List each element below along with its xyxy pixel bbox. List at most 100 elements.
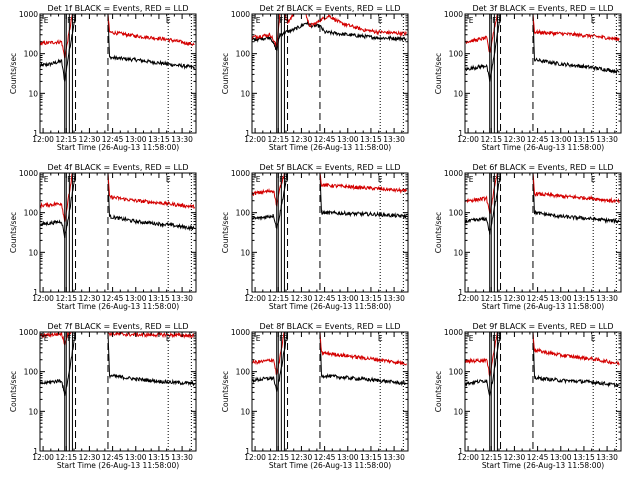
plot-area (465, 332, 620, 398)
x-tick-label: 12:15 (480, 453, 502, 462)
y-tick-label: 10 (453, 248, 463, 257)
x-tick-label: 12:15 (55, 294, 77, 303)
y-axis-label: Counts/sec (221, 53, 230, 94)
series-line-lld (40, 332, 195, 346)
y-tick-label: 10 (28, 407, 38, 416)
y-axis-label: Counts/sec (434, 212, 443, 253)
y-tick-label: 10 (453, 89, 463, 98)
series-line-lld (465, 173, 620, 214)
event-marker-label: E (256, 16, 261, 25)
x-tick-label: 12:30 (291, 294, 313, 303)
plot-area (252, 332, 407, 392)
x-tick-label: 13:30 (171, 135, 193, 144)
x-axis-label: Start Time (26-Aug-13 11:58:00) (57, 302, 179, 311)
chart-title: Det 9f BLACK = Events, RED = LLD (472, 322, 613, 331)
event-marker-label: S (497, 175, 502, 184)
x-tick-label: 13:15 (360, 135, 382, 144)
chart-title: Det 7f BLACK = Events, RED = LLD (47, 322, 188, 331)
series-line-events (465, 173, 620, 235)
event-marker-label: S (72, 175, 77, 184)
plot-frame (251, 172, 409, 293)
x-axis-label: Start Time (26-Aug-13 11:58:00) (57, 143, 179, 152)
x-tick-label: 12:00 (457, 294, 479, 303)
x-tick-label: 12:30 (79, 294, 101, 303)
event-marker-label: E (166, 16, 171, 25)
event-marker-label: E (591, 16, 596, 25)
x-tick-label: 12:00 (457, 453, 479, 462)
event-marker-label: S (72, 16, 77, 25)
y-tick-label: 1000 (19, 328, 38, 337)
y-tick-label: 10 (240, 89, 250, 98)
series-line-lld (465, 332, 620, 377)
y-tick-label: 1 (458, 288, 463, 297)
y-tick-label: 100 (236, 209, 251, 218)
y-tick-label: 100 (449, 368, 464, 377)
event-marker-label: E (44, 175, 49, 184)
x-tick-label: 13:00 (337, 453, 359, 462)
x-tick-label: 12:15 (267, 135, 289, 144)
x-tick-label: 12:45 (527, 135, 549, 144)
plot-frame (39, 13, 197, 134)
y-tick-label: 1 (458, 129, 463, 138)
x-tick-label: 12:00 (32, 135, 54, 144)
y-axis-label: Counts/sec (9, 371, 18, 412)
series-line-events (40, 14, 195, 83)
x-tick-label: 13:30 (596, 453, 618, 462)
x-tick-label: 12:15 (267, 453, 289, 462)
chart-panel: Det 6f BLACK = Events, RED = LLD E F S E 1 10 1… (434, 163, 622, 311)
x-tick-label: 12:45 (102, 294, 124, 303)
y-tick-label: 1000 (231, 328, 250, 337)
plot-area (40, 332, 195, 397)
event-marker-label: E (378, 16, 383, 25)
x-axis-label: Start Time (26-Aug-13 11:58:00) (482, 143, 604, 152)
event-marker-label: E (591, 175, 596, 184)
y-tick-label: 1 (458, 447, 463, 456)
event-marker-label: F (492, 175, 496, 184)
y-tick-label: 1 (33, 288, 38, 297)
y-axis-label: Counts/sec (9, 212, 18, 253)
chart-panel: Det 9f BLACK = Events, RED = LLD E F S E 1 10 1… (434, 322, 622, 470)
x-tick-label: 13:00 (125, 294, 147, 303)
series-line-lld (252, 173, 407, 208)
x-tick-label: 13:30 (596, 135, 618, 144)
x-tick-label: 13:15 (573, 294, 595, 303)
x-tick-label: 13:00 (337, 294, 359, 303)
plot-area (465, 173, 620, 235)
x-tick-label: 12:45 (102, 453, 124, 462)
x-tick-label: 12:15 (480, 135, 502, 144)
x-tick-label: 12:45 (314, 135, 336, 144)
series-line-lld (465, 14, 620, 53)
x-tick-label: 13:30 (596, 294, 618, 303)
event-marker-label: E (256, 175, 261, 184)
x-tick-label: 13:15 (573, 453, 595, 462)
x-tick-label: 13:00 (550, 294, 572, 303)
event-marker-label: F (67, 175, 71, 184)
plot-frame (464, 172, 622, 293)
event-marker-label: F (279, 16, 283, 25)
chart-title: Det 2f BLACK = Events, RED = LLD (259, 4, 400, 13)
x-tick-label: 12:00 (457, 135, 479, 144)
x-tick-label: 12:30 (291, 453, 313, 462)
series-line-lld (252, 332, 407, 375)
plot-frame (39, 331, 197, 452)
y-tick-label: 100 (449, 209, 464, 218)
chart-title: Det 4f BLACK = Events, RED = LLD (47, 163, 188, 172)
event-marker-label: F (67, 16, 71, 25)
event-marker-label: S (284, 16, 289, 25)
y-tick-label: 10 (240, 248, 250, 257)
chart-panel: Det 5f BLACK = Events, RED = LLD E F S E 1 10 1… (221, 163, 409, 311)
x-tick-label: 12:15 (55, 453, 77, 462)
series-line-events (252, 173, 407, 230)
x-tick-label: 13:30 (171, 453, 193, 462)
y-tick-label: 1000 (444, 328, 463, 337)
plot-area (465, 14, 620, 82)
series-line-events (465, 332, 620, 398)
event-marker-label: E (469, 16, 474, 25)
event-marker-label: F (67, 334, 71, 343)
chart-panel: Det 8f BLACK = Events, RED = LLD E F S E 1 10 1… (221, 322, 409, 470)
y-tick-label: 1000 (231, 169, 250, 178)
event-marker-label: E (378, 175, 383, 184)
x-tick-label: 12:00 (244, 294, 266, 303)
chart-title: Det 6f BLACK = Events, RED = LLD (472, 163, 613, 172)
y-axis-label: Counts/sec (221, 212, 230, 253)
